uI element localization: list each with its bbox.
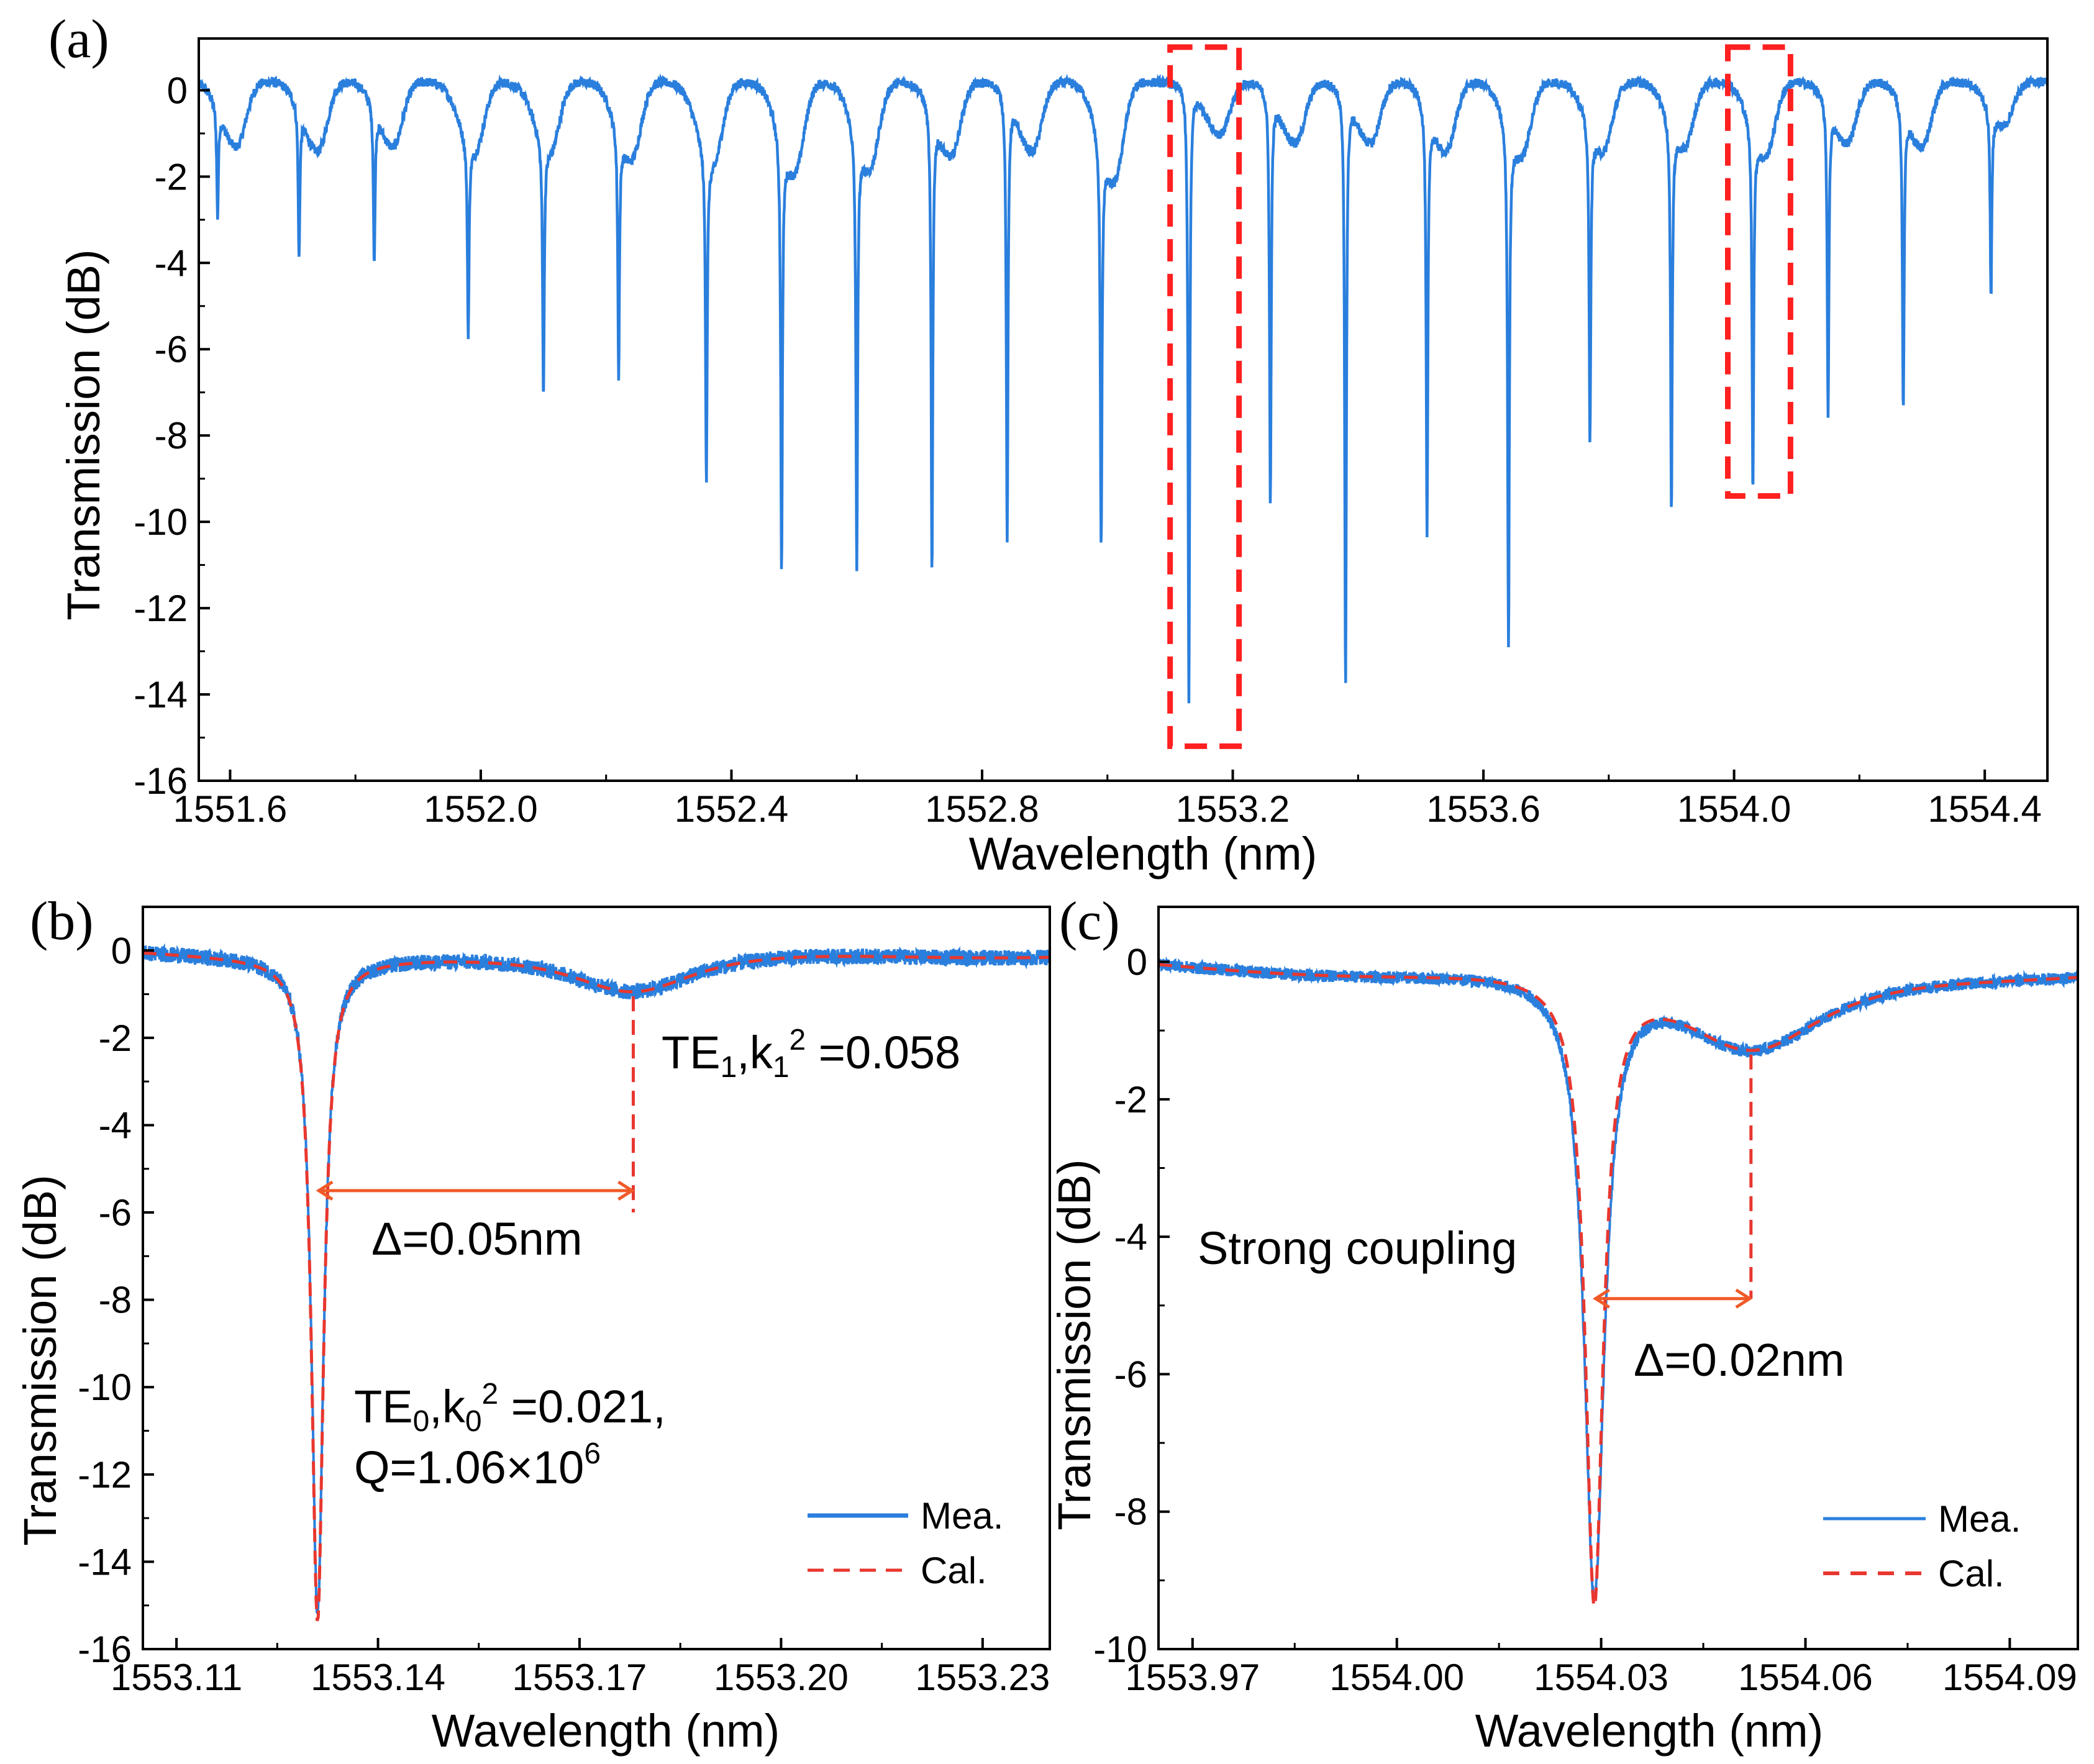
panel-b-xtick-label: 1553.17	[512, 1657, 647, 1698]
panel-c-series-cal	[1159, 963, 2078, 1612]
panel-a-xtick-label: 1553.6	[1426, 788, 1541, 830]
panel-b-ytick-label: 0	[111, 930, 132, 971]
panel-b-ytick-label: -14	[78, 1541, 132, 1583]
panel-a-frame	[198, 37, 2049, 782]
panel-a-xtick-label: 1554.4	[1928, 788, 2042, 830]
panel-b-ytick-label: -6	[99, 1192, 132, 1234]
panel-b-arrow-head-right	[617, 1180, 635, 1201]
panel-c-arrow-head-right	[1735, 1288, 1753, 1309]
panel-a-ytick-label: -4	[155, 242, 188, 284]
panel-b-letter: (b)	[30, 891, 94, 952]
panel-c: (c) Transmission (dB) Wavelength (nm) St…	[1049, 891, 2079, 1757]
panel-a-xlabel: Wavelength (nm)	[969, 828, 1318, 880]
panel-a-ytick-label: -8	[155, 415, 188, 457]
panel-b-xtick-label: 1553.14	[311, 1657, 445, 1698]
panel-c-strong-coupling-label: Strong coupling	[1198, 1222, 1517, 1274]
panel-c-ytick-label: -6	[1114, 1353, 1147, 1395]
panel-a: (a) Transmission (dB) Wavelength (nm) 15…	[48, 9, 2049, 880]
panel-c-xtick-label: 1554.03	[1534, 1657, 1668, 1698]
panel-c-ytick-label: -8	[1114, 1491, 1147, 1533]
panel-b: (b) Transmission (dB) Wavelength (nm) TE…	[14, 891, 1051, 1757]
panel-c-xtick-label: 1554.06	[1738, 1657, 1873, 1698]
panel-c-arrow-head-left	[1592, 1288, 1610, 1309]
panel-c-xtick-label: 1554.00	[1329, 1657, 1464, 1698]
panel-c-xtick-label: 1553.97	[1125, 1657, 1260, 1698]
panel-a-ytick-label: -12	[134, 588, 188, 629]
panel-b-delta-label: Δ=0.05nm	[371, 1213, 582, 1265]
panel-a-ytick-label: -16	[134, 760, 188, 802]
panel-a-highlight-box-1	[1167, 44, 1242, 749]
panel-c-legend-cal-label: Cal.	[1938, 1553, 2005, 1594]
panel-a-xtick-label: 1554.0	[1677, 788, 1791, 830]
panel-b-xtick-label: 1553.23	[915, 1657, 1050, 1698]
panel-a-ytick-label: -2	[155, 156, 188, 198]
panel-b-ytick-label: -4	[99, 1104, 132, 1146]
panel-b-frame	[142, 906, 1051, 1650]
panel-c-ytick-label: -10	[1093, 1629, 1147, 1670]
panel-a-xtick-label: 1552.0	[424, 788, 538, 830]
panel-c-ylabel: Transmission (dB)	[1049, 1159, 1100, 1530]
panel-b-legend: Mea. Cal.	[808, 1495, 1003, 1591]
panel-b-ytick-label: -12	[78, 1454, 132, 1496]
panel-b-delta-arrow	[316, 1180, 635, 1201]
panel-a-xtick-label: 1553.2	[1176, 788, 1290, 830]
panel-b-xlabel: Wavelength (nm)	[432, 1705, 780, 1757]
panel-b-arrow-head-left	[316, 1180, 334, 1201]
panel-b-xtick-label: 1553.11	[111, 1657, 242, 1698]
panel-b-ytick-label: -2	[99, 1017, 132, 1059]
panel-b-legend-mea-label: Mea.	[921, 1495, 1003, 1537]
panel-a-letter: (a)	[48, 9, 109, 70]
panel-a-ytick-label: 0	[167, 70, 188, 111]
panel-c-xtick-label: 1554.09	[1942, 1657, 2077, 1698]
panel-b-te0-label: TE0,k02 =0.021,	[354, 1378, 666, 1438]
panel-b-q-label: Q=1.06×106	[354, 1437, 601, 1493]
panel-c-xlabel: Wavelength (nm)	[1475, 1705, 1824, 1757]
panel-c-ytick-label: -4	[1114, 1216, 1147, 1258]
panel-a-highlight-box-2	[1725, 44, 1793, 499]
panel-b-series-cal	[143, 951, 1050, 1622]
panel-b-xtick-label: 1553.20	[714, 1657, 849, 1698]
panel-b-legend-cal-label: Cal.	[921, 1550, 987, 1591]
panel-c-legend: Mea. Cal.	[1823, 1498, 2021, 1594]
panel-c-legend-mea-label: Mea.	[1938, 1498, 2021, 1540]
panel-a-xtick-label: 1552.4	[675, 788, 789, 830]
panel-a-series-line	[199, 73, 2047, 704]
panel-c-series-mea	[1159, 956, 2078, 1601]
panel-b-series-mea	[143, 943, 1050, 1614]
panel-b-ylabel: Transmission (dB)	[14, 1175, 66, 1546]
panel-c-ytick-label: 0	[1127, 942, 1147, 983]
panel-a-xtick-label: 1551.6	[173, 788, 288, 830]
panel-c-frame	[1157, 906, 2079, 1650]
panel-c-ytick-label: -2	[1114, 1079, 1147, 1121]
panel-b-ytick-label: -8	[99, 1280, 132, 1321]
panel-b-te1-label: TE1,k12 =0.058	[662, 1024, 960, 1084]
panel-a-ytick-label: -6	[155, 329, 188, 370]
panel-a-ytick-label: -10	[134, 501, 188, 543]
panel-c-delta-arrow	[1592, 1288, 1753, 1309]
panel-a-xtick-label: 1552.8	[925, 788, 1039, 830]
panel-b-ytick-label: -10	[78, 1366, 132, 1408]
panel-c-letter: (c)	[1059, 891, 1120, 952]
panel-b-ytick-label: -16	[78, 1629, 132, 1670]
panel-a-ytick-label: -14	[134, 674, 188, 716]
panel-c-delta-label: Δ=0.02nm	[1634, 1334, 1844, 1386]
panel-a-ylabel: Transmission (dB)	[58, 249, 109, 621]
